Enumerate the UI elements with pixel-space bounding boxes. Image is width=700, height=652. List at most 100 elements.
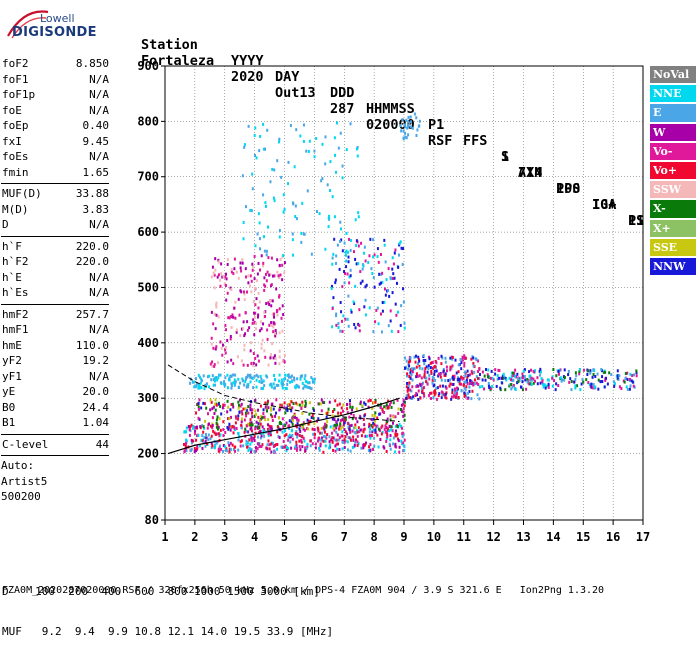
echo-point bbox=[346, 432, 349, 436]
echo-point bbox=[392, 415, 395, 419]
echo-point bbox=[221, 406, 224, 410]
echo-point bbox=[433, 373, 436, 377]
param-value: N/A bbox=[89, 286, 109, 299]
echo-point bbox=[408, 395, 411, 399]
echo-point bbox=[213, 273, 216, 277]
echo-point bbox=[210, 400, 213, 404]
echo-point bbox=[559, 368, 562, 372]
echo-point bbox=[448, 384, 451, 388]
echo-point bbox=[405, 136, 408, 140]
echo-point bbox=[283, 261, 286, 265]
echo-point bbox=[221, 343, 224, 347]
echo-point bbox=[196, 434, 199, 438]
echo-point bbox=[383, 405, 386, 409]
echo-point bbox=[278, 408, 281, 412]
echo-point bbox=[341, 447, 344, 451]
echo-point bbox=[258, 419, 261, 423]
echo-point bbox=[210, 342, 213, 346]
param-value: 1.65 bbox=[82, 165, 110, 179]
echo-point bbox=[258, 426, 261, 430]
echo-point bbox=[389, 438, 392, 442]
echo-point bbox=[511, 371, 514, 375]
echo-point bbox=[408, 364, 411, 368]
echo-point bbox=[296, 384, 299, 388]
echo-point bbox=[350, 423, 353, 427]
f2-trace bbox=[167, 397, 400, 455]
echo-point bbox=[232, 315, 235, 319]
echo-point bbox=[632, 384, 635, 388]
echo-point bbox=[562, 375, 565, 379]
echo-point bbox=[452, 377, 455, 381]
echo-point bbox=[231, 402, 234, 406]
echo-point bbox=[245, 429, 248, 433]
echo-point bbox=[249, 421, 252, 425]
echo-point bbox=[394, 415, 397, 419]
echo-point bbox=[341, 285, 344, 289]
echo-point bbox=[413, 367, 416, 371]
echo-point bbox=[298, 403, 301, 407]
echo-point bbox=[264, 147, 267, 151]
echo-point bbox=[281, 304, 284, 308]
echo-point bbox=[257, 306, 260, 310]
echo-point bbox=[226, 410, 229, 414]
echo-point bbox=[302, 232, 305, 236]
echo-point bbox=[246, 290, 249, 294]
echo-point bbox=[369, 448, 372, 452]
echo-point bbox=[214, 347, 217, 351]
echo-point bbox=[269, 353, 272, 357]
echo-point bbox=[593, 369, 596, 373]
x-tick-label: 2 bbox=[191, 530, 198, 544]
echo-point bbox=[347, 255, 350, 259]
echo-point bbox=[498, 376, 501, 380]
echo-point bbox=[217, 447, 220, 451]
echo-point bbox=[262, 322, 265, 326]
echo-point bbox=[240, 359, 243, 363]
echo-point bbox=[372, 428, 375, 432]
echo-point bbox=[213, 312, 216, 316]
echo-point bbox=[356, 147, 359, 151]
echo-point bbox=[356, 154, 359, 158]
echo-point bbox=[349, 438, 352, 442]
echo-point bbox=[345, 259, 348, 263]
echo-point bbox=[398, 450, 401, 454]
echo-point bbox=[337, 325, 340, 329]
echo-point bbox=[284, 429, 287, 433]
echo-point bbox=[270, 385, 273, 389]
echo-point bbox=[405, 359, 408, 363]
echo-point bbox=[201, 439, 204, 443]
param-label: foEs bbox=[2, 150, 29, 163]
echo-point bbox=[478, 377, 481, 381]
echo-point bbox=[331, 195, 334, 199]
echo-point bbox=[341, 430, 344, 434]
echo-point bbox=[450, 397, 453, 401]
echo-point bbox=[247, 385, 250, 389]
hdr-ps: PS bbox=[628, 213, 645, 229]
echo-point bbox=[255, 327, 258, 331]
echo-point bbox=[495, 384, 498, 388]
echo-point bbox=[310, 415, 313, 419]
echo-point bbox=[218, 444, 221, 448]
echo-point bbox=[266, 443, 269, 447]
echo-point bbox=[283, 401, 286, 405]
echo-point bbox=[311, 427, 314, 431]
echo-point bbox=[259, 404, 262, 408]
echo-point bbox=[192, 380, 195, 384]
echo-point bbox=[389, 319, 392, 323]
echo-point bbox=[293, 376, 296, 380]
echo-point bbox=[389, 400, 392, 404]
echo-point bbox=[199, 381, 202, 385]
echo-point bbox=[287, 447, 290, 451]
echo-point bbox=[541, 378, 544, 382]
echo-point bbox=[389, 434, 392, 438]
echo-point bbox=[246, 363, 249, 367]
echo-point bbox=[243, 343, 246, 347]
echo-point bbox=[270, 283, 273, 287]
echo-point bbox=[260, 377, 263, 381]
echo-point bbox=[282, 439, 285, 443]
echo-point bbox=[257, 291, 260, 295]
echo-point bbox=[334, 153, 337, 157]
echo-point bbox=[276, 313, 279, 317]
echo-point bbox=[324, 444, 327, 448]
echo-point bbox=[255, 156, 258, 160]
echo-point bbox=[341, 418, 344, 422]
